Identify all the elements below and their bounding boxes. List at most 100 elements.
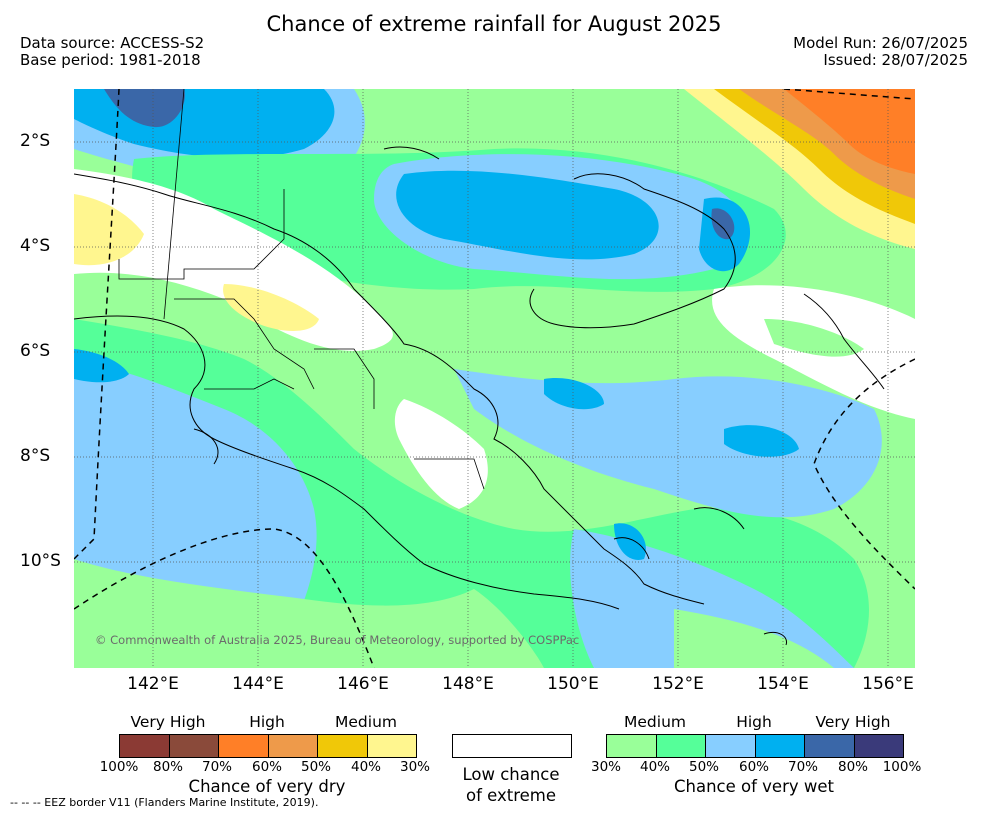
legend-wet-category: High [736,713,772,731]
legend-low-swatch [452,734,572,758]
border-prov-3 [204,378,295,390]
low-chance-south [394,399,488,509]
lon-label: 152°E [652,674,704,694]
legend-wet-category: Medium [624,713,686,731]
border-prov-1 [118,189,285,280]
lat-label: 2°S [20,131,51,151]
legend-dry-tick: 40% [350,759,382,775]
dry-west-patch [74,194,144,266]
legend-dry-tick: 30% [399,759,431,775]
legend-low-line2: of extreme [465,786,557,805]
region-50-60-coral [570,529,854,668]
legend-wet-tick: 70% [787,759,819,775]
copyright-note: © Commonwealth of Australia 2025, Bureau… [95,633,580,647]
lat-label: 8°S [20,446,51,466]
coast-png-north [74,173,705,605]
base-period: Base period: 1981-2018 [20,51,201,69]
lat-label: 10°S [20,551,61,571]
legend-wet-tick: 100% [882,759,922,775]
region-50-60-se [454,369,882,518]
region-60-70-east2 [724,425,799,457]
region-dry-60-70 [784,89,915,174]
legend-wet-swatch [656,735,706,757]
eez-note: -- -- -- EEZ border V11 (Flanders Marine… [10,796,319,809]
coast-bougainville [803,293,885,390]
lon-label: 146°E [337,674,389,694]
legend-low-title: Low chance of extreme [462,764,559,806]
legend-dry-swatch [318,735,368,757]
legend-dry-category: Medium [335,713,397,731]
legend-wet-tick: 80% [837,759,869,775]
legend-dry-tick: 70% [201,759,233,775]
legend-wet-colorbar [606,734,904,758]
dry-inland-patch [223,284,319,331]
legend-wet-tick: 50% [688,759,720,775]
legend-dry-tick: 100% [99,759,139,775]
legend-dry-swatch [367,735,416,757]
issued-date: Issued: 28/07/2025 [823,51,968,69]
lat-label: 6°S [20,341,51,361]
border-prov-4 [314,348,375,409]
eez-east [813,358,915,590]
legend-dry-tick: 80% [152,759,184,775]
legend-wet-swatch [755,735,805,757]
region-30-40-coral [674,609,834,668]
region-30-40-south [74,559,544,668]
legend-dry-title: Chance of very dry [188,777,346,796]
lon-label: 148°E [442,674,494,694]
data-source: Data source: ACCESS-S2 [20,34,205,52]
border-indonesia [163,89,185,320]
legend-dry-swatch [120,735,170,757]
legend-dry-swatch [169,735,219,757]
legend-dry-category: High [249,713,285,731]
region-60-70-mid [396,170,659,260]
legend-wet-swatch [706,735,756,757]
low-chance-west [74,169,393,351]
legend-dry-swatch [219,735,269,757]
legend-wet-swatch [607,735,657,757]
map-title: Chance of extreme rainfall for August 20… [266,12,722,36]
rainfall-map[interactable] [74,89,915,668]
eez-south [74,528,375,668]
lon-label: 150°E [547,674,599,694]
legend-wet-tick: 60% [738,759,770,775]
legend-low-line1: Low chance [462,765,560,784]
legend-wet-category: Very High [815,713,891,731]
coast-islands-se [613,537,650,560]
legend-wet-tick: 40% [639,759,671,775]
legend-dry-tick: 60% [251,759,283,775]
lon-label: 154°E [757,674,809,694]
coast-rossel [693,507,745,530]
region-60-70-sw [74,349,129,383]
eez-west [74,89,120,560]
coast-manus [383,146,440,160]
legend-dry-category: Very High [130,713,206,731]
lat-label: 4°S [20,236,51,256]
legend-dry-tick: 50% [300,759,332,775]
legend-wet-swatch [854,735,903,757]
region-60-70-png-se [614,523,646,560]
coast-gulf [193,428,219,465]
lon-label: 142°E [127,674,179,694]
east-green-patch [764,319,864,357]
region-70-80-east [711,208,735,240]
model-run: Model Run: 26/07/2025 [793,34,968,52]
coast-png-south [74,315,620,610]
border-prov-5 [414,458,485,490]
eez-borders [74,89,915,668]
legend-wet-swatch [805,735,855,757]
region-70-80 [104,89,185,128]
lon-label: 156°E [862,674,914,694]
lon-label: 144°E [232,674,284,694]
legend-wet-tick: 30% [590,759,622,775]
legend-dry-swatch [268,735,318,757]
coast-new-britain [529,173,736,329]
legend-dry-colorbar [119,734,417,758]
legend-wet-title: Chance of very wet [674,777,834,796]
region-60-70-se [544,378,604,410]
borders [118,89,485,490]
coastlines [74,146,885,646]
meta-right: Model Run: 26/07/2025 Issued: 28/07/2025 [793,35,968,69]
meta-left: Data source: ACCESS-S2 Base period: 1981… [20,35,204,69]
border-prov-2 [174,298,315,390]
